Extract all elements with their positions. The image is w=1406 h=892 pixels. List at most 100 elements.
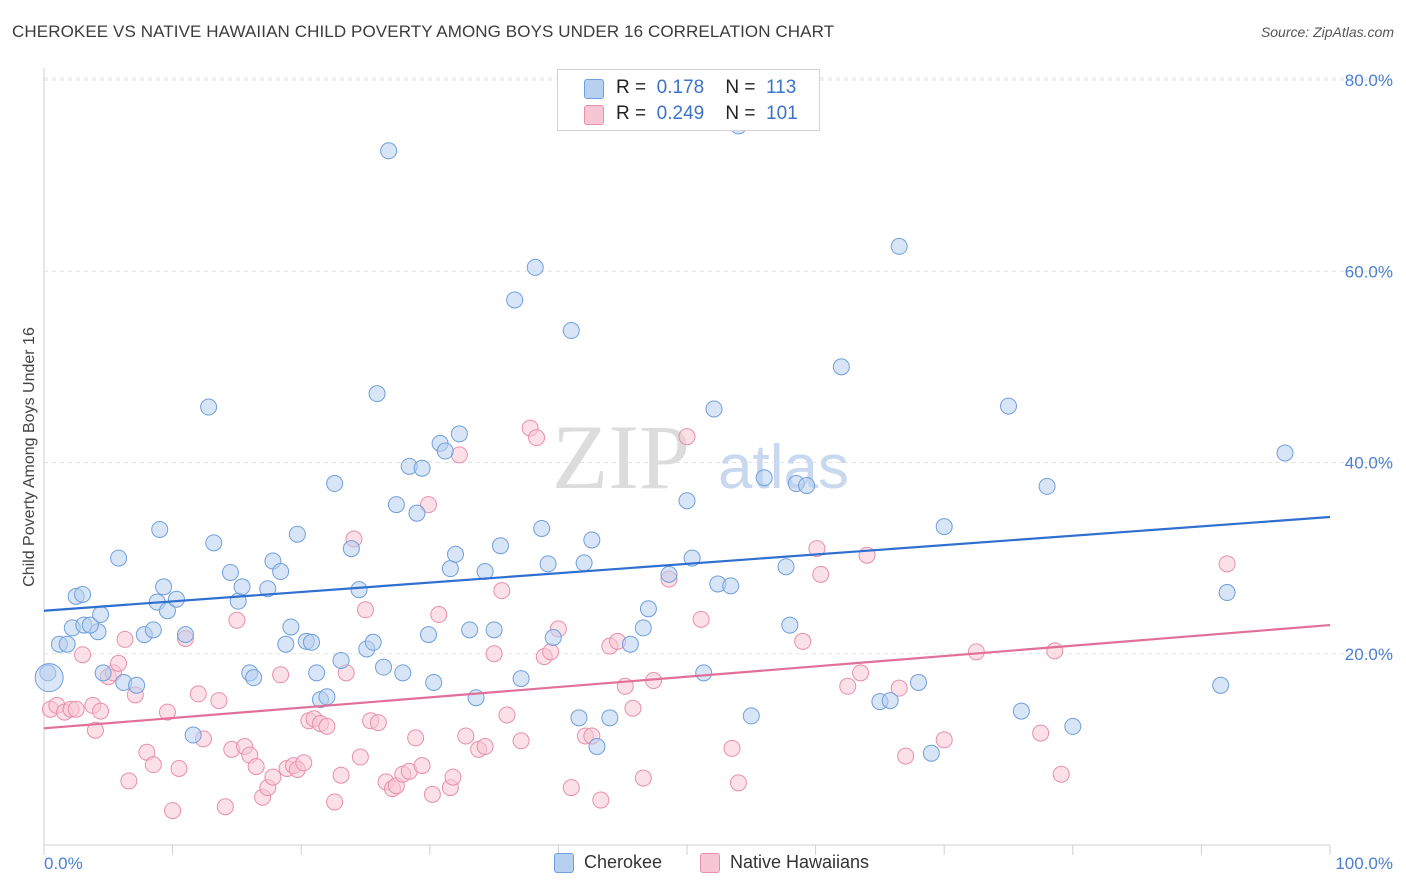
hawaiian-point: [110, 654, 128, 672]
hawaiian-trend-line: [43, 623, 1331, 730]
cherokee-point: [436, 442, 454, 460]
hawaiian-point: [444, 768, 462, 786]
hawaiian-point: [420, 496, 438, 514]
hawaiian-point: [692, 610, 710, 628]
legend-n-value: 101: [766, 103, 798, 124]
hawaiian-point: [295, 754, 313, 772]
hawaiian-point: [897, 747, 915, 765]
legend-n-label: N =: [725, 77, 756, 98]
cherokee-point: [387, 496, 405, 514]
cherokee-point: [1218, 584, 1236, 602]
cherokee-point: [302, 633, 320, 651]
hawaiian-point: [1218, 555, 1236, 573]
hawaiian-point: [512, 732, 530, 750]
hawaiian-points: [41, 419, 1236, 820]
cherokee-point: [259, 580, 277, 598]
cherokee-point: [1212, 676, 1230, 694]
series-legend: Cherokee Native Hawaiians: [0, 852, 1406, 876]
hawaiian-point: [812, 565, 830, 583]
watermark-atlas: atlas: [718, 433, 849, 502]
cherokee-point: [288, 525, 306, 543]
cherokee-point: [1276, 444, 1294, 462]
hawaiian-point: [369, 714, 387, 732]
cherokee-point: [34, 663, 64, 693]
source-label: Source: ZipAtlas.com: [1260, 24, 1394, 40]
y-tick-label: 60.0%: [1345, 262, 1393, 281]
cherokee-point: [890, 237, 908, 255]
cherokee-point: [110, 549, 128, 567]
legend-r-value: 0.249: [656, 103, 705, 124]
cherokee-point: [58, 635, 76, 653]
legend-r-value: 0.178: [656, 77, 705, 98]
hawaiian-point: [210, 692, 228, 710]
y-tick-label: 80.0%: [1345, 71, 1393, 90]
cherokee-point: [506, 291, 524, 309]
legend-item-cherokee: Cherokee: [554, 852, 662, 873]
y-tick-labels: 20.0% 40.0% 60.0% 80.0%: [1345, 71, 1393, 664]
cherokee-point: [722, 577, 740, 595]
cherokee-point: [272, 563, 290, 581]
hawaiian-point: [1046, 642, 1064, 660]
cherokee-point: [755, 469, 773, 487]
hawaiian-point: [116, 630, 134, 648]
cherokee-points: [34, 117, 1294, 762]
hawaiian-point: [839, 677, 857, 695]
hawaiian-point: [485, 645, 503, 663]
cherokee-point: [167, 590, 185, 608]
hawaiian-point: [542, 643, 560, 661]
cherokee-swatch: [584, 79, 604, 99]
hawaiian-point: [723, 739, 741, 757]
cherokee-point: [205, 534, 223, 552]
hawaiian-point: [498, 706, 516, 724]
cherokee-point: [425, 673, 443, 691]
cherokee-point: [128, 676, 146, 694]
x-tick-label: 100.0%: [1335, 854, 1393, 873]
cherokee-point: [332, 651, 350, 669]
y-tick-label: 20.0%: [1345, 645, 1393, 664]
hawaiian-point: [562, 779, 580, 797]
hawaiian-point: [430, 606, 448, 624]
hawaiian-point: [808, 540, 826, 558]
cherokee-point: [450, 425, 468, 443]
cherokee-point: [184, 726, 202, 744]
hawaiian-point: [272, 666, 290, 684]
watermark: ZIP atlas: [552, 406, 849, 508]
cherokee-point: [634, 619, 652, 637]
legend-item-hawaiian: Native Hawaiians: [700, 852, 869, 873]
hawaiian-point: [407, 729, 425, 747]
hawaiian-point: [216, 798, 234, 816]
hawaiian-point: [351, 748, 369, 766]
cherokee-point: [92, 606, 110, 624]
legend-r-label: R =: [616, 103, 647, 124]
cherokee-point: [922, 744, 940, 762]
hawaiian-point: [332, 766, 350, 784]
hawaiian-point: [264, 768, 282, 786]
cherokee-point: [562, 322, 580, 340]
hawaiian-point: [247, 758, 265, 776]
hawaiian-point: [318, 717, 336, 735]
cherokee-point: [570, 709, 588, 727]
hawaiian-point: [935, 731, 953, 749]
cherokee-point: [308, 664, 326, 682]
cherokee-point: [380, 142, 398, 160]
correlation-legend: R = 0.178 N = 113 R = 0.249 N = 101: [557, 69, 820, 131]
cherokee-point: [539, 555, 557, 573]
cherokee-point: [881, 692, 899, 710]
legend-r-label: R =: [616, 77, 647, 98]
hawaiian-point: [413, 757, 431, 775]
cherokee-point: [575, 554, 593, 572]
cherokee-point: [781, 616, 799, 634]
cherokee-point: [420, 626, 438, 644]
hawaiian-point: [170, 760, 188, 777]
hawaiian-point: [678, 428, 696, 446]
cherokee-point: [233, 578, 251, 596]
cherokee-point: [544, 628, 562, 646]
hawaiian-point: [493, 582, 511, 600]
cherokee-point: [408, 504, 426, 522]
legend-n-label: N =: [725, 103, 756, 124]
cherokee-point: [777, 558, 795, 576]
cherokee-point: [394, 664, 412, 682]
hawaiian-point: [228, 611, 246, 629]
hawaiian-point: [476, 738, 494, 756]
x-tick-label: 0.0%: [44, 854, 83, 873]
